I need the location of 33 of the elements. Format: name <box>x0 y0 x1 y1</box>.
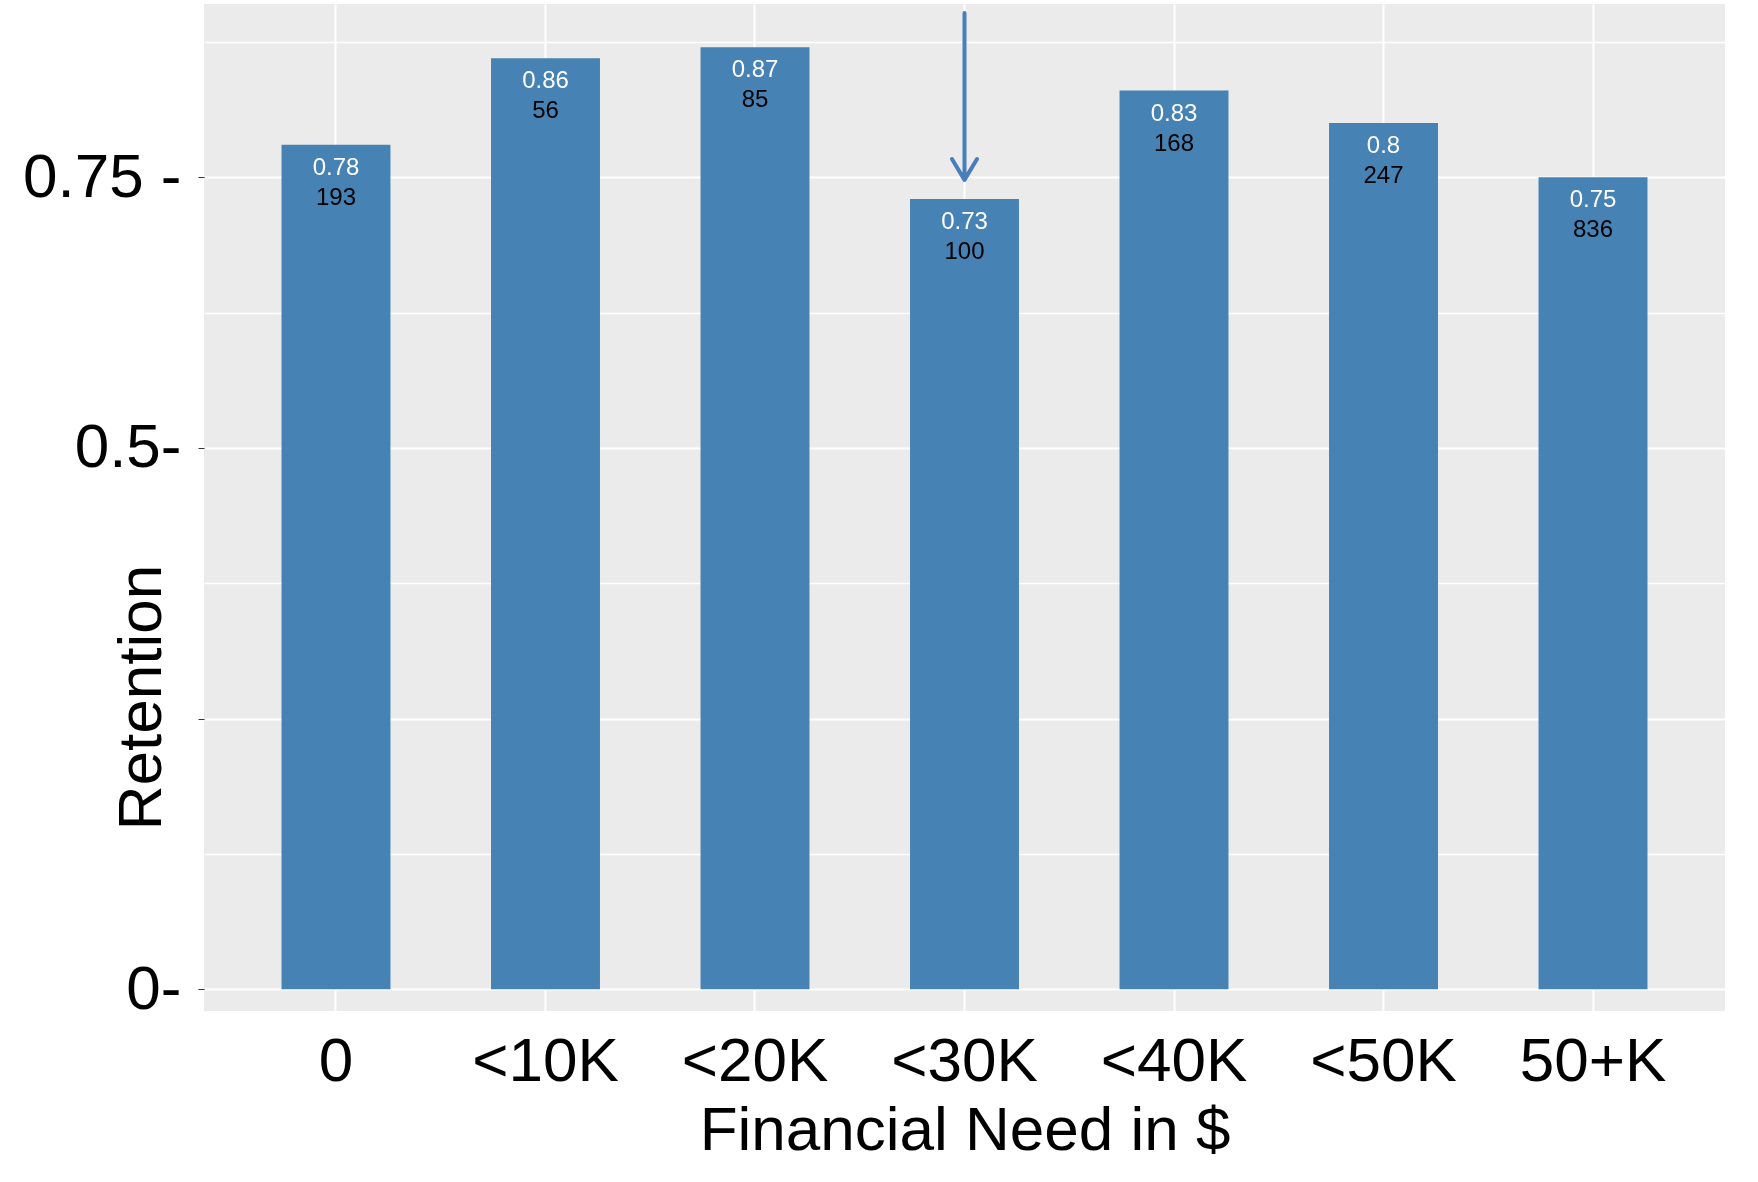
x-tick-label: <40K <box>1100 1024 1248 1094</box>
data-label: 0.83 <box>1150 98 1198 126</box>
annotation: 100 <box>944 236 985 264</box>
data-label: 0.87 <box>731 55 779 83</box>
annotation: 85 <box>741 85 769 113</box>
bar <box>491 58 600 990</box>
data-label: 0.78 <box>312 152 360 180</box>
bar <box>1329 123 1438 990</box>
annotation: 56 <box>532 96 559 124</box>
x-tick-label: <50K <box>1310 1024 1457 1094</box>
data-label: 0.8 <box>1366 131 1401 159</box>
x-tick-label: 0 <box>318 1024 354 1094</box>
x-tick-label: 50+K <box>1519 1024 1667 1094</box>
bar <box>1538 177 1648 990</box>
y-tick-label: 0- <box>126 952 182 1022</box>
data-label: 0.86 <box>522 66 569 94</box>
y-axis-title: Retention <box>104 564 174 831</box>
y-tick-label: 0.75 - <box>22 140 182 210</box>
annotation: 193 <box>315 182 357 210</box>
bar <box>281 144 391 990</box>
x-tick-label: <20K <box>681 1024 829 1094</box>
y-tick-label: 0.5- <box>74 411 182 481</box>
x-tick-label: <30K <box>891 1024 1038 1094</box>
bar <box>910 198 1019 990</box>
annotation: 836 <box>1572 215 1614 243</box>
data-label: 0.75 <box>1569 185 1617 213</box>
x-tick-label: <10K <box>472 1024 619 1094</box>
data-label: 0.73 <box>941 206 988 234</box>
x-axis-title: Financial Need in $ <box>699 1093 1231 1163</box>
bar <box>1119 90 1229 990</box>
bar <box>700 47 810 990</box>
annotation: 168 <box>1153 128 1195 156</box>
annotation: 247 <box>1363 161 1404 189</box>
